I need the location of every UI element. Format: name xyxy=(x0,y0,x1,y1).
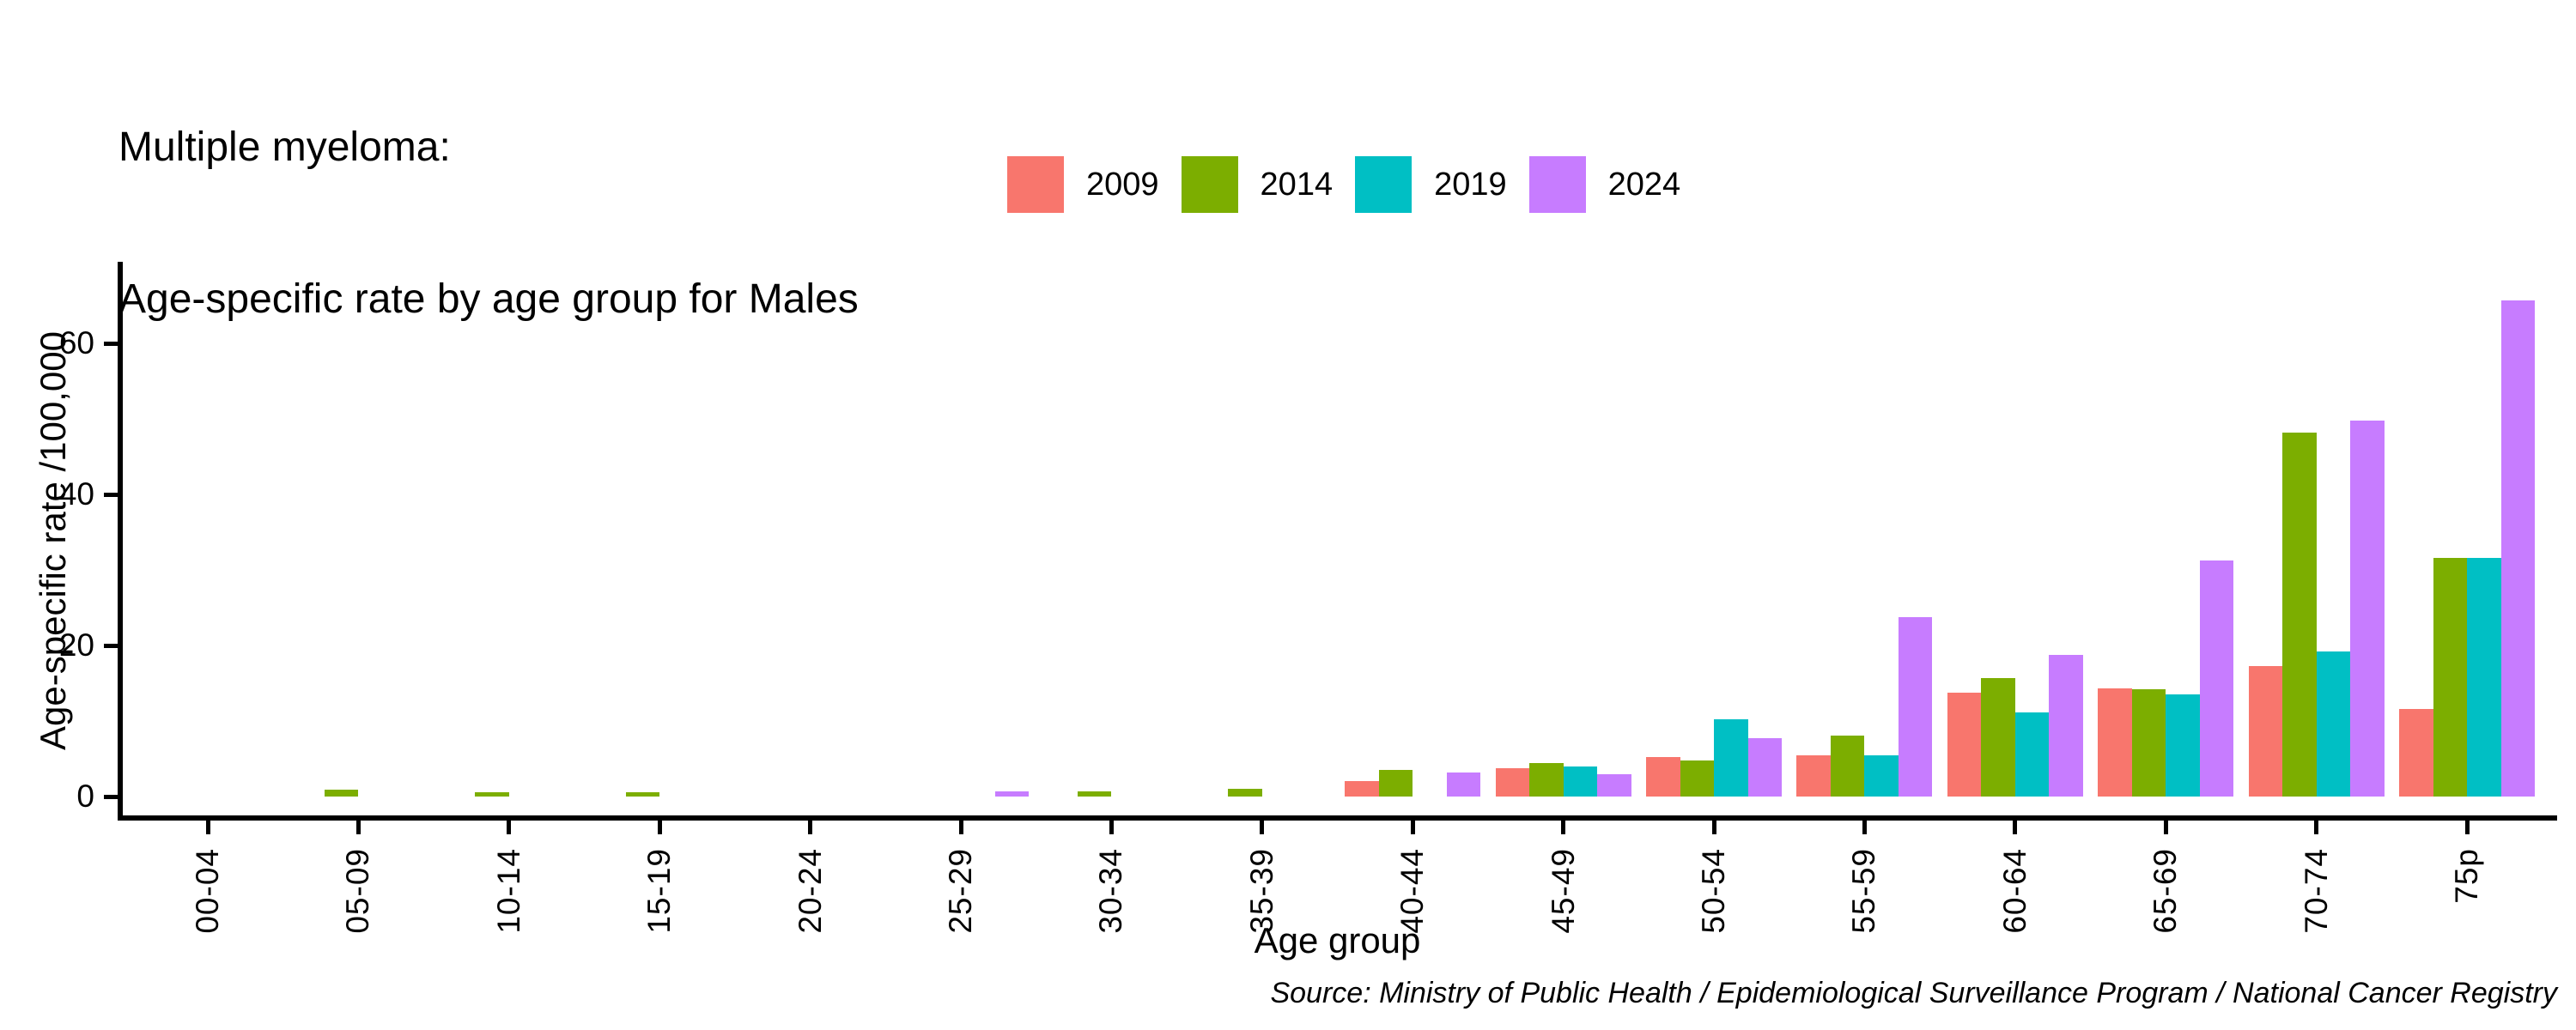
legend-label-2014: 2014 xyxy=(1260,167,1334,203)
bar-50-54-2009 xyxy=(1646,757,1680,797)
x-tick-10-14 xyxy=(507,821,512,834)
bar-75p-2014 xyxy=(2433,557,2467,797)
bar-50-54-2019 xyxy=(1714,719,1748,797)
y-tick-40 xyxy=(104,493,118,497)
y-tick-label-0: 0 xyxy=(76,779,94,814)
x-tick-55-59 xyxy=(1862,821,1867,834)
x-tick-65-69 xyxy=(2163,821,2168,834)
bar-45-49-2009 xyxy=(1495,768,1530,797)
bar-60-64-2009 xyxy=(1947,693,1982,797)
bar-40-44-2009 xyxy=(1345,781,1379,797)
y-tick-60 xyxy=(104,342,118,346)
x-tick-40-44 xyxy=(1410,821,1415,834)
legend-swatch-2019 xyxy=(1355,156,1413,213)
y-tick-0 xyxy=(104,795,118,799)
bar-25-29-2024 xyxy=(994,791,1029,797)
chart-title-line1: Multiple myeloma: xyxy=(118,124,451,170)
legend: 2009 2014 2019 2024 xyxy=(1007,156,1680,213)
y-axis-line xyxy=(118,262,123,821)
legend-item-2024: 2024 xyxy=(1528,156,1681,213)
bar-70-74-2009 xyxy=(2248,665,2283,797)
x-tick-45-49 xyxy=(1561,821,1566,834)
bar-15-19-2014 xyxy=(625,791,660,797)
bar-65-69-2024 xyxy=(2199,560,2234,797)
y-tick-label-60: 60 xyxy=(58,325,94,360)
legend-label-2009: 2009 xyxy=(1086,167,1159,203)
bar-60-64-2019 xyxy=(2014,712,2050,797)
bar-40-44-2014 xyxy=(1378,770,1413,797)
x-axis-title: Age group xyxy=(1254,920,1421,960)
bar-65-69-2009 xyxy=(2098,688,2132,797)
x-tick-75p xyxy=(2464,821,2470,834)
bar-10-14-2014 xyxy=(475,791,509,797)
legend-swatch-2009 xyxy=(1007,156,1064,213)
bar-55-59-2019 xyxy=(1864,755,1899,797)
x-tick-label-75p: 75p xyxy=(2449,848,2484,904)
x-tick-00-04 xyxy=(205,821,210,834)
y-tick-label-40: 40 xyxy=(58,476,94,512)
y-tick-label-20: 20 xyxy=(58,627,94,663)
bar-45-49-2024 xyxy=(1597,774,1631,797)
legend-item-2019: 2019 xyxy=(1355,156,1507,213)
y-tick-20 xyxy=(104,644,118,648)
x-tick-20-24 xyxy=(808,821,813,834)
bar-75p-2009 xyxy=(2399,708,2433,797)
x-axis-line xyxy=(118,815,2557,821)
bar-75p-2024 xyxy=(2500,300,2535,797)
x-tick-25-29 xyxy=(958,821,963,834)
bar-70-74-2014 xyxy=(2282,432,2317,797)
bar-60-64-2024 xyxy=(2049,654,2083,797)
chart-title: Multiple myeloma: Age-specific rate by a… xyxy=(118,21,859,426)
source-note: Source: Ministry of Public Health / Epid… xyxy=(1270,977,2557,1009)
legend-label-2019: 2019 xyxy=(1434,167,1507,203)
bar-45-49-2014 xyxy=(1529,763,1564,797)
bar-30-34-2014 xyxy=(1077,791,1112,797)
legend-swatch-2014 xyxy=(1181,156,1238,213)
y-axis-title: Age-specific rate /100,000 xyxy=(33,331,73,750)
bar-65-69-2014 xyxy=(2131,689,2166,797)
legend-label-2024: 2024 xyxy=(1607,167,1681,203)
legend-item-2009: 2009 xyxy=(1007,156,1159,213)
bar-70-74-2019 xyxy=(2316,651,2351,797)
legend-item-2014: 2014 xyxy=(1181,156,1334,213)
x-tick-70-74 xyxy=(2314,821,2319,834)
bar-55-59-2009 xyxy=(1796,755,1831,797)
x-tick-35-39 xyxy=(1260,821,1265,834)
bar-05-09-2014 xyxy=(324,790,359,797)
x-tick-05-09 xyxy=(355,821,361,834)
chart-title-line2: Age-specific rate by age group for Males xyxy=(118,276,859,322)
x-tick-15-19 xyxy=(657,821,662,834)
legend-swatch-2024 xyxy=(1528,156,1586,213)
bar-55-59-2014 xyxy=(1830,735,1865,797)
bar-35-39-2014 xyxy=(1228,789,1262,797)
bar-75p-2019 xyxy=(2467,557,2501,797)
x-tick-60-64 xyxy=(2013,821,2018,834)
bar-55-59-2024 xyxy=(1898,617,1933,797)
bar-70-74-2024 xyxy=(2350,420,2385,797)
bar-40-44-2024 xyxy=(1446,772,1481,797)
bar-60-64-2014 xyxy=(1981,677,2015,797)
x-tick-50-54 xyxy=(1711,821,1716,834)
bar-50-54-2014 xyxy=(1680,760,1714,797)
x-tick-30-34 xyxy=(1109,821,1114,834)
bar-45-49-2019 xyxy=(1563,766,1598,797)
bar-65-69-2019 xyxy=(2166,694,2200,797)
bar-50-54-2024 xyxy=(1747,738,1782,797)
